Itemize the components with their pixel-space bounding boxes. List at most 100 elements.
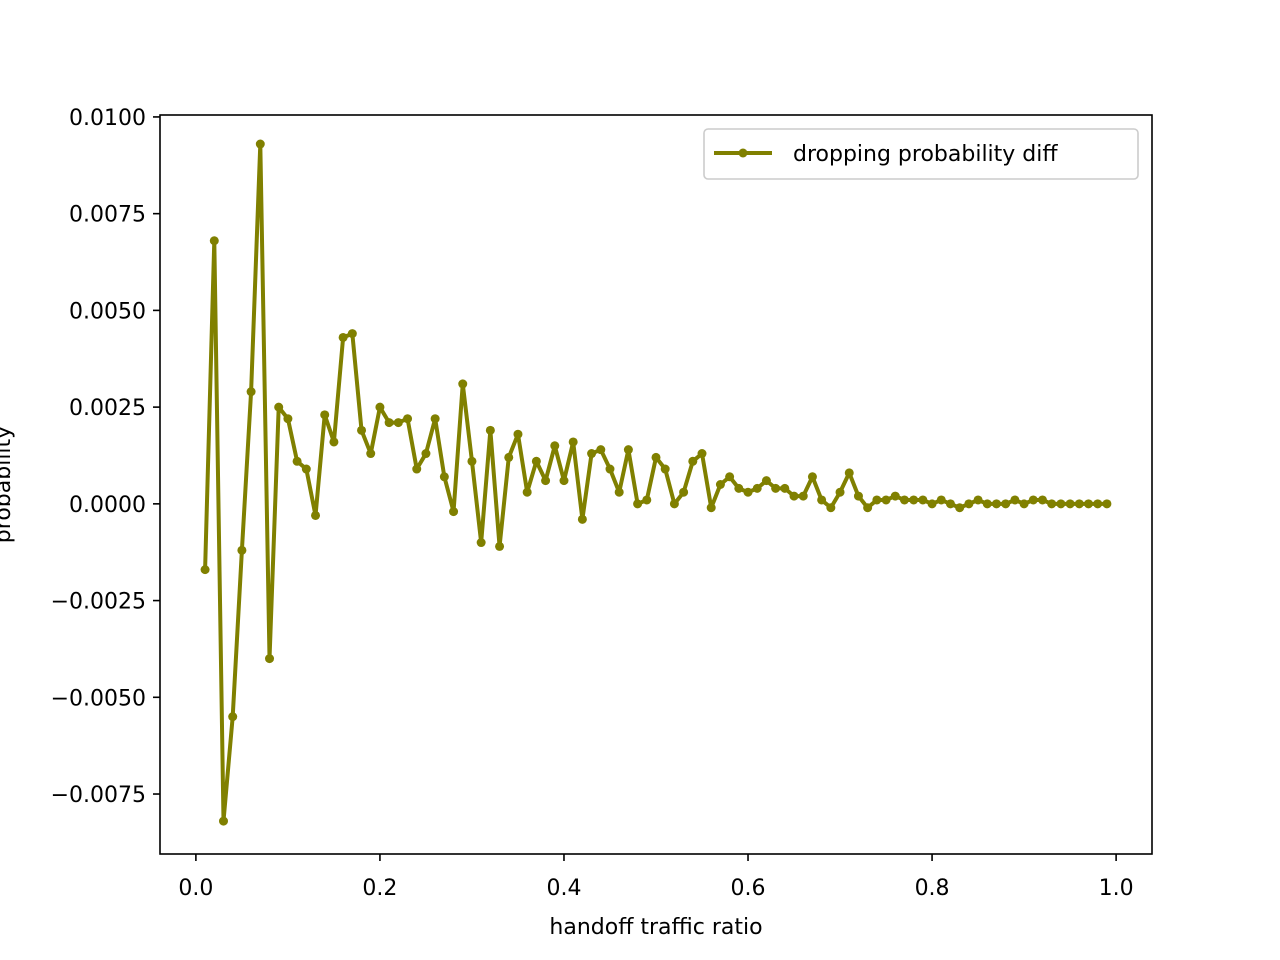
data-point bbox=[513, 429, 523, 439]
data-point bbox=[964, 499, 974, 509]
data-point bbox=[246, 387, 256, 397]
data-point bbox=[955, 503, 965, 513]
data-point bbox=[1065, 499, 1075, 509]
data-point bbox=[734, 483, 744, 493]
data-point bbox=[1084, 499, 1093, 509]
x-axis-ticks: 0.0 0.2 0.4 0.6 0.8 1.0 bbox=[178, 854, 1134, 901]
data-point bbox=[403, 414, 413, 424]
data-point bbox=[679, 487, 689, 497]
data-point bbox=[872, 495, 882, 505]
data-point bbox=[1093, 499, 1103, 509]
data-point bbox=[1019, 499, 1029, 509]
data-point bbox=[909, 495, 919, 505]
legend-label: dropping probability diff bbox=[793, 142, 1058, 167]
data-point bbox=[274, 402, 284, 412]
data-point bbox=[798, 491, 808, 501]
plot-area bbox=[160, 115, 1152, 854]
data-point bbox=[265, 654, 275, 664]
x-tick-label: 0.6 bbox=[731, 876, 766, 901]
data-point bbox=[715, 480, 725, 489]
data-point bbox=[651, 452, 661, 462]
data-point bbox=[430, 414, 440, 424]
legend-box bbox=[703, 128, 1139, 180]
data-point bbox=[568, 437, 578, 447]
data-point bbox=[982, 499, 992, 509]
data-point bbox=[449, 507, 459, 517]
data-point bbox=[697, 449, 707, 459]
data-point bbox=[347, 329, 357, 339]
data-point bbox=[1001, 499, 1011, 509]
data-point bbox=[706, 503, 716, 513]
data-point bbox=[1028, 495, 1038, 505]
data-point bbox=[1010, 495, 1020, 505]
data-point bbox=[936, 495, 946, 505]
data-point bbox=[375, 402, 385, 412]
data-point bbox=[467, 456, 477, 466]
data-point bbox=[384, 418, 394, 428]
plot-frame bbox=[159, 114, 1153, 855]
data-point bbox=[219, 816, 228, 826]
data-point bbox=[669, 499, 679, 509]
data-point bbox=[596, 445, 606, 455]
data-point bbox=[559, 476, 569, 486]
data-point bbox=[255, 139, 265, 149]
data-point bbox=[780, 483, 790, 493]
data-point bbox=[1037, 495, 1047, 505]
data-point bbox=[421, 449, 431, 459]
y-tick-label: −0.0075 bbox=[51, 783, 146, 808]
data-point bbox=[826, 503, 836, 513]
data-point bbox=[485, 425, 495, 435]
legend-marker-swatch bbox=[738, 148, 748, 158]
data-point bbox=[899, 495, 909, 505]
y-tick-label: −0.0025 bbox=[51, 590, 146, 615]
data-point bbox=[918, 495, 928, 505]
data-point bbox=[752, 483, 762, 493]
data-point bbox=[863, 503, 873, 513]
x-tick-label: 0.2 bbox=[362, 876, 397, 901]
data-point bbox=[807, 472, 817, 482]
data-point bbox=[817, 495, 827, 505]
data-point bbox=[1074, 499, 1084, 509]
data-point bbox=[973, 495, 983, 505]
data-point bbox=[688, 456, 698, 466]
data-point bbox=[642, 495, 652, 505]
series-layer bbox=[200, 139, 1112, 826]
data-point bbox=[504, 452, 514, 462]
data-point bbox=[761, 476, 771, 486]
data-point bbox=[476, 538, 486, 548]
data-point bbox=[301, 464, 311, 474]
data-point bbox=[329, 437, 339, 447]
x-tick-label: 0.4 bbox=[546, 876, 581, 901]
data-point bbox=[890, 491, 900, 501]
data-point bbox=[991, 499, 1001, 509]
data-point bbox=[853, 491, 863, 501]
data-point bbox=[789, 491, 799, 501]
y-tick-label: −0.0050 bbox=[51, 686, 146, 711]
data-point bbox=[623, 445, 633, 455]
data-point bbox=[771, 483, 781, 493]
x-axis-label: handoff traffic ratio bbox=[549, 915, 762, 940]
data-point bbox=[541, 476, 551, 486]
data-point bbox=[393, 418, 403, 428]
y-tick-label: 0.0100 bbox=[69, 106, 146, 131]
data-point bbox=[357, 425, 367, 435]
data-point bbox=[458, 379, 468, 389]
data-point bbox=[1047, 499, 1057, 509]
data-point bbox=[209, 236, 219, 246]
data-point bbox=[1056, 499, 1066, 509]
x-tick-label: 1.0 bbox=[1099, 876, 1134, 901]
data-point bbox=[587, 449, 597, 459]
data-point bbox=[522, 487, 532, 497]
data-point bbox=[577, 514, 587, 524]
data-point bbox=[495, 541, 505, 551]
data-point bbox=[283, 414, 293, 424]
data-point bbox=[605, 464, 615, 474]
data-point bbox=[725, 472, 735, 482]
data-point bbox=[320, 410, 330, 420]
y-tick-label: 0.0075 bbox=[69, 203, 146, 228]
data-point bbox=[439, 472, 449, 482]
y-axis-ticks: −0.0075 −0.0050 −0.0025 0.0000 0.0025 0.0050 0… bbox=[51, 106, 160, 808]
x-tick-label: 0.8 bbox=[915, 876, 950, 901]
data-point bbox=[237, 545, 247, 555]
